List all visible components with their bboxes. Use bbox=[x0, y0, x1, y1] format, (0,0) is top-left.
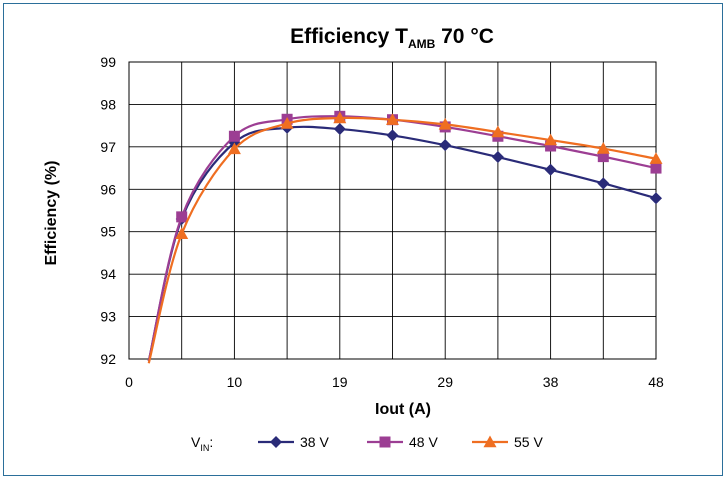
data-point bbox=[544, 133, 558, 146]
x-tick-label: 0 bbox=[125, 374, 133, 390]
y-tick-label: 92 bbox=[100, 351, 116, 367]
y-tick-label: 93 bbox=[100, 309, 116, 325]
x-tick-label: 10 bbox=[227, 374, 243, 390]
chart-title-main: Efficiency T bbox=[290, 25, 408, 48]
legend-prefix-sub: IN bbox=[200, 443, 209, 453]
series-layer bbox=[147, 110, 663, 364]
series-line bbox=[147, 116, 657, 364]
y-tick-label: 94 bbox=[100, 266, 116, 282]
x-tick-label: 29 bbox=[437, 374, 453, 390]
series-55v bbox=[147, 111, 663, 364]
y-tick-label: 99 bbox=[100, 54, 116, 70]
data-point bbox=[175, 227, 189, 240]
x-tick-label: 38 bbox=[543, 374, 559, 390]
tick-labels: 92 93 94 95 96 97 98 99 0 10 19 29 38 48 bbox=[100, 54, 664, 390]
data-point bbox=[386, 129, 399, 142]
data-point bbox=[227, 142, 241, 155]
legend-entry-label: 48 V bbox=[409, 434, 438, 450]
legend-marker bbox=[379, 436, 391, 448]
grid-lines bbox=[128, 61, 657, 360]
y-tick-label: 95 bbox=[100, 224, 116, 240]
chart-frame: Efficiency TAMB 70 °C 92 93 94 95 96 97 98 99 0 1… bbox=[3, 3, 723, 476]
data-point bbox=[649, 152, 663, 164]
series-line bbox=[147, 125, 657, 362]
legend: VIN: 38 V 48 V 55 V bbox=[191, 434, 543, 453]
legend-entry-label: 55 V bbox=[514, 434, 543, 450]
chart-title: Efficiency TAMB 70 °C bbox=[290, 25, 494, 51]
data-point bbox=[544, 163, 557, 176]
data-point bbox=[596, 142, 610, 154]
x-axis-label: Iout (A) bbox=[375, 401, 431, 418]
data-point bbox=[176, 211, 188, 223]
chart-title-subscript: AMB bbox=[408, 37, 436, 51]
data-point bbox=[545, 140, 557, 152]
legend-prefix-colon: : bbox=[209, 434, 213, 450]
efficiency-chart: Efficiency TAMB 70 °C 92 93 94 95 96 97 98 99 0 1… bbox=[43, 25, 664, 453]
x-tick-label: 48 bbox=[648, 374, 664, 390]
data-point bbox=[228, 130, 240, 142]
y-tick-label: 98 bbox=[100, 96, 116, 112]
data-point bbox=[597, 177, 610, 190]
data-point bbox=[333, 111, 347, 124]
data-point bbox=[439, 139, 452, 152]
legend-prefix-v: V bbox=[191, 434, 201, 450]
chart-title-rest: 70 °C bbox=[435, 25, 494, 48]
data-point bbox=[333, 123, 346, 136]
data-point bbox=[491, 151, 504, 164]
data-point bbox=[650, 192, 662, 205]
data-point bbox=[597, 151, 609, 163]
data-point bbox=[386, 113, 399, 125]
data-point bbox=[280, 117, 294, 129]
x-tick-label: 19 bbox=[332, 374, 348, 390]
y-axis-label: Efficiency (%) bbox=[43, 161, 60, 266]
data-point bbox=[650, 162, 662, 174]
legend-marker bbox=[483, 435, 497, 448]
legend-marker bbox=[270, 436, 282, 448]
y-tick-label: 96 bbox=[100, 181, 116, 197]
legend-prefix: VIN: bbox=[191, 434, 213, 453]
y-tick-label: 97 bbox=[100, 139, 116, 155]
data-point bbox=[438, 117, 452, 130]
data-point bbox=[491, 125, 505, 138]
legend-entry-label: 38 V bbox=[300, 434, 329, 450]
